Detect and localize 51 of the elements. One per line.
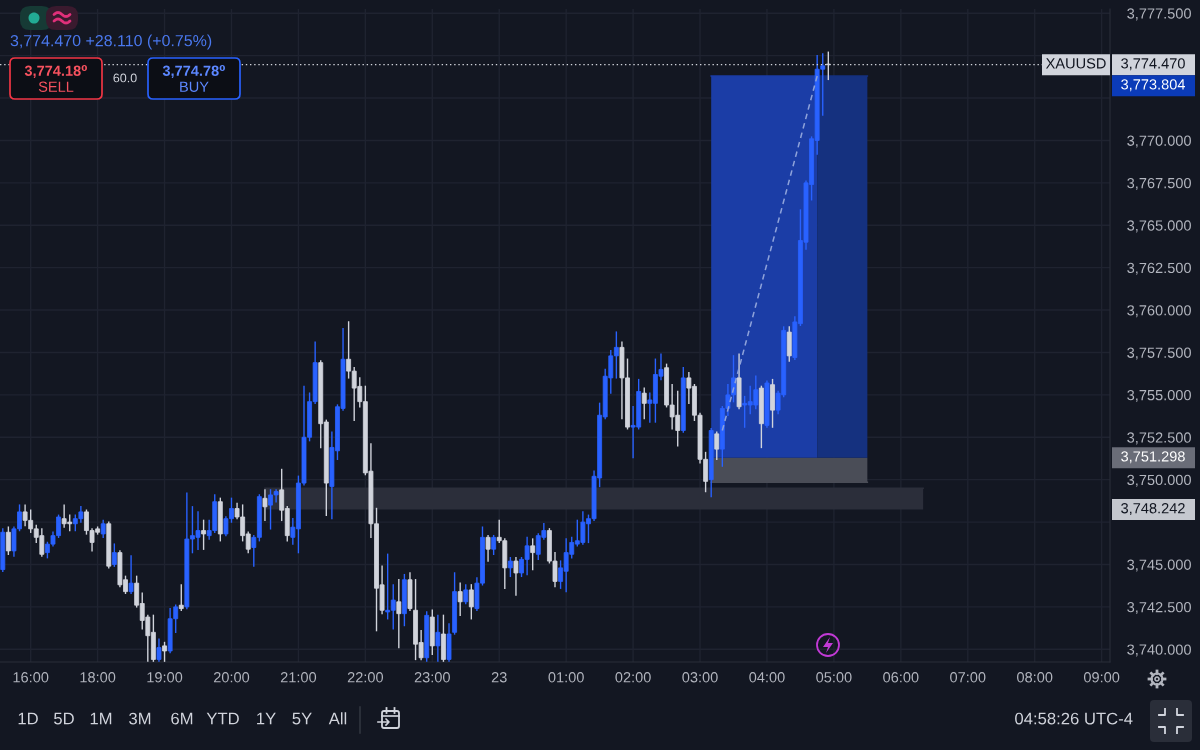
x-tick-label: 22:00 — [347, 672, 384, 683]
annotation: 60.0 — [113, 73, 137, 83]
text: 5D — [54, 712, 74, 725]
y-tick-label: 3,760.000 — [1127, 305, 1191, 318]
x-tick-label: 03:00 — [682, 672, 718, 683]
y-tick-label: 3,767.500 — [1127, 177, 1191, 190]
y-tick-label: 3,777.500 — [1127, 8, 1191, 21]
text: 3,751.298 — [1121, 451, 1185, 464]
y-tick-label: 3,757.500 — [1127, 347, 1191, 360]
x-tick-label: 20:00 — [213, 672, 250, 683]
x-tick-label: 01:00 — [548, 672, 584, 683]
annotation: BUY — [180, 81, 209, 92]
text: 3,774.470 — [1121, 58, 1185, 71]
text: 3,773.804 — [1121, 79, 1186, 92]
y-tick-label: 3,750.000 — [1127, 474, 1191, 487]
annotation: 3,774.470 +28.110 (+0.75%) — [10, 34, 212, 50]
x-tick-label: 04:00 — [749, 672, 785, 683]
annotation: SELL — [38, 81, 74, 92]
text: 3M — [129, 712, 151, 725]
y-tick-label: 3,745.000 — [1127, 559, 1191, 572]
x-tick-label: 19:00 — [147, 672, 183, 683]
x-tick-label: 05:00 — [816, 672, 852, 683]
y-tick-label: 3,762.500 — [1127, 262, 1191, 275]
y-tick-label: 3,742.500 — [1127, 601, 1191, 615]
y-tick-label: 3,755.000 — [1127, 389, 1191, 403]
text: 1Y — [257, 712, 276, 725]
annotation: 3,774.78⁰ — [162, 64, 225, 79]
x-tick-label: 07:00 — [950, 672, 986, 683]
ref-line-label: XAUUSD — [1045, 58, 1106, 69]
y-tick-label: 3,770.000 — [1127, 135, 1191, 148]
text: All — [328, 712, 347, 725]
text: 1D — [18, 712, 38, 725]
text: 6M — [171, 712, 193, 725]
text: YTD — [206, 712, 239, 725]
text: 5Y — [292, 712, 312, 725]
text: 3,748.242 — [1121, 503, 1185, 516]
y-tick-label: 3,740.000 — [1127, 644, 1191, 657]
x-tick-label: 06:00 — [883, 672, 919, 683]
x-tick-label: 09:00 — [1083, 672, 1120, 683]
text: 04:58:26 UTC-4 — [1015, 712, 1133, 725]
text: 1M — [90, 712, 112, 725]
y-tick-label: 3,752.500 — [1127, 432, 1191, 445]
x-tick-label: 16:00 — [13, 672, 49, 683]
x-tick-label: 23 — [491, 672, 507, 683]
x-tick-label: 08:00 — [1017, 672, 1053, 683]
x-tick-label: 18:00 — [80, 672, 116, 683]
annotation: 3,774.18⁰ — [24, 64, 87, 79]
x-tick-label: 23:00 — [414, 672, 450, 683]
x-tick-label: 21:00 — [280, 672, 317, 683]
x-tick-label: 02:00 — [615, 672, 651, 683]
y-tick-label: 3,765.000 — [1127, 220, 1191, 233]
